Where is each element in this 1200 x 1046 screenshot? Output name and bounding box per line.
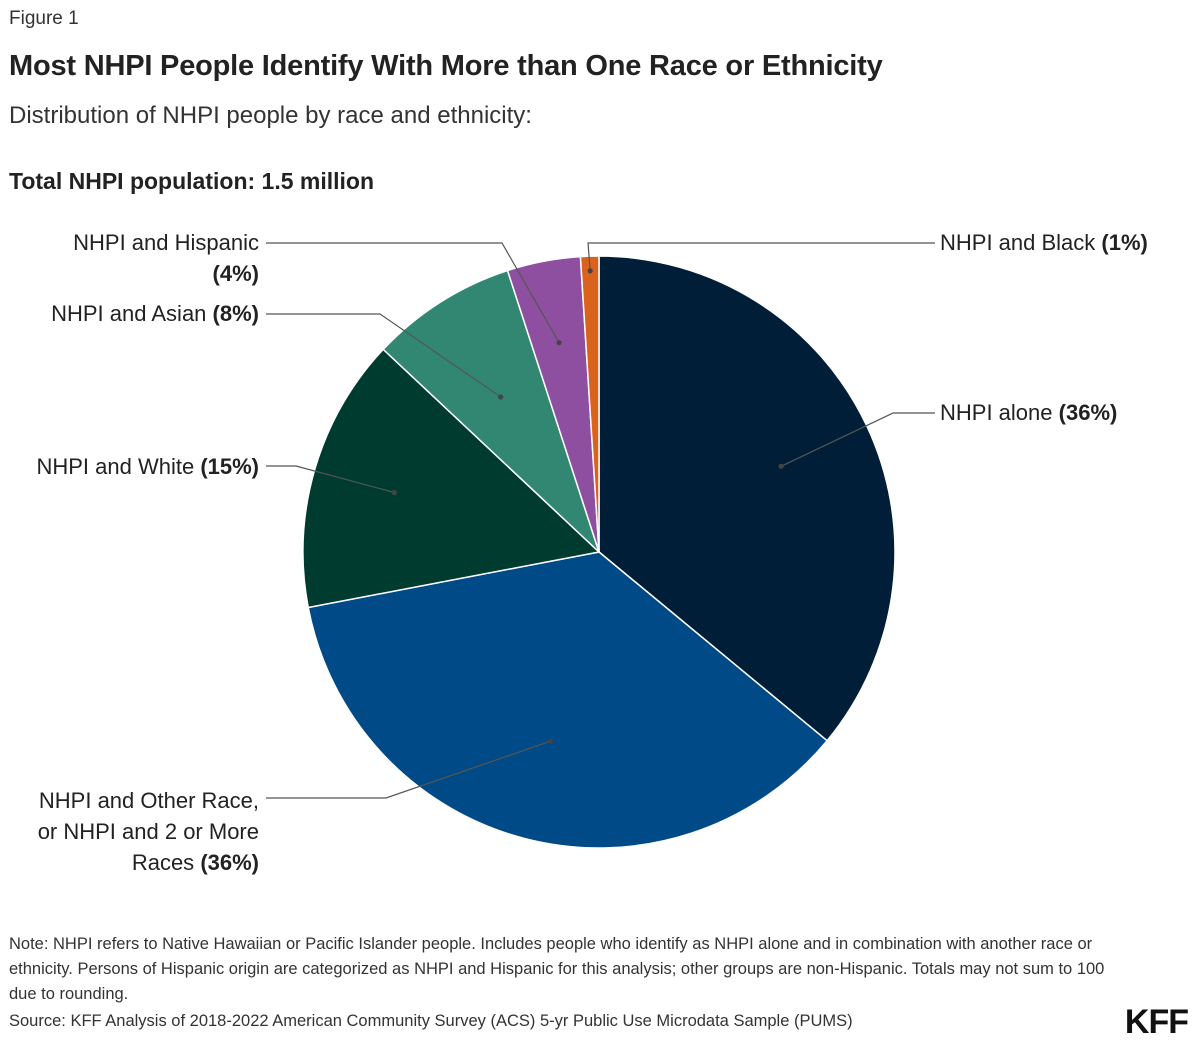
leader-dot-nhpi-alone: [778, 463, 784, 469]
slice-label-text: NHPI alone: [940, 400, 1053, 425]
slice-label-text: or NHPI and 2 or More: [37, 819, 259, 844]
leader-dot-nhpi-white: [391, 489, 397, 496]
leader-line-nhpi-black: [587, 242, 935, 271]
leader-line-nhpi-asian: [266, 313, 502, 398]
slice-label-text: NHPI and White: [36, 454, 195, 479]
chart-title: Most NHPI People Identify With More than…: [9, 50, 883, 82]
slice-label-nhpi-asian: NHPI and Asian (8%): [0, 298, 259, 329]
leader-line-nhpi-other-race: [266, 740, 551, 799]
total-population-label: Total NHPI population: 1.5 million: [9, 168, 375, 194]
slice-label-text: Races: [131, 850, 195, 875]
slice-label-nhpi-hispanic: NHPI and Hispanic (4%): [0, 227, 259, 289]
slice-label-text: NHPI and Asian: [51, 301, 207, 326]
chart-source: Source: KFF Analysis of 2018-2022 Americ…: [9, 1012, 853, 1030]
leader-dot-nhpi-black: [587, 268, 593, 274]
leader-dot-nhpi-asian: [498, 394, 504, 400]
figure-label: Figure 1: [9, 8, 79, 29]
leader-dot-nhpi-hispanic: [556, 340, 562, 346]
leader-line-nhpi-alone: [780, 412, 935, 467]
chart-subtitle: Distribution of NHPI people by race and …: [9, 102, 532, 129]
kff-logo: KFF: [1124, 1003, 1189, 1041]
slice-label-nhpi-black: NHPI and Black (1%): [940, 227, 1148, 258]
pie-slice-nhpi-black: [579, 255, 600, 553]
slice-value-label: (4%): [212, 261, 259, 286]
slice-label-nhpi-other-race: NHPI and Other Race, or NHPI and 2 or Mor…: [0, 785, 259, 878]
leader-dot-nhpi-other-race: [547, 738, 554, 744]
pie-slice-nhpi-asian: [382, 269, 600, 553]
slice-label-text: NHPI and Other Race,: [38, 788, 259, 813]
leader-line-nhpi-hispanic: [266, 242, 560, 343]
slice-value-label: (36%): [1058, 400, 1118, 425]
pie-slice-nhpi-white: [302, 348, 601, 609]
leader-line-nhpi-white: [266, 465, 395, 494]
slice-value-label: (1%): [1101, 230, 1148, 255]
slice-label-nhpi-alone: NHPI alone (36%): [940, 397, 1117, 428]
slice-value-label: (15%): [200, 454, 259, 479]
slice-label-text: NHPI and Black: [940, 230, 1096, 255]
slice-label-text: NHPI and Hispanic: [73, 230, 259, 255]
slice-value-label: (36%): [200, 850, 259, 875]
chart-note: Note: NHPI refers to Native Hawaiian or …: [9, 935, 1105, 1003]
slice-label-nhpi-white: NHPI and White (15%): [0, 451, 259, 482]
pie-slice-nhpi-other-race: [307, 551, 829, 849]
slice-value-label: (8%): [212, 301, 259, 326]
